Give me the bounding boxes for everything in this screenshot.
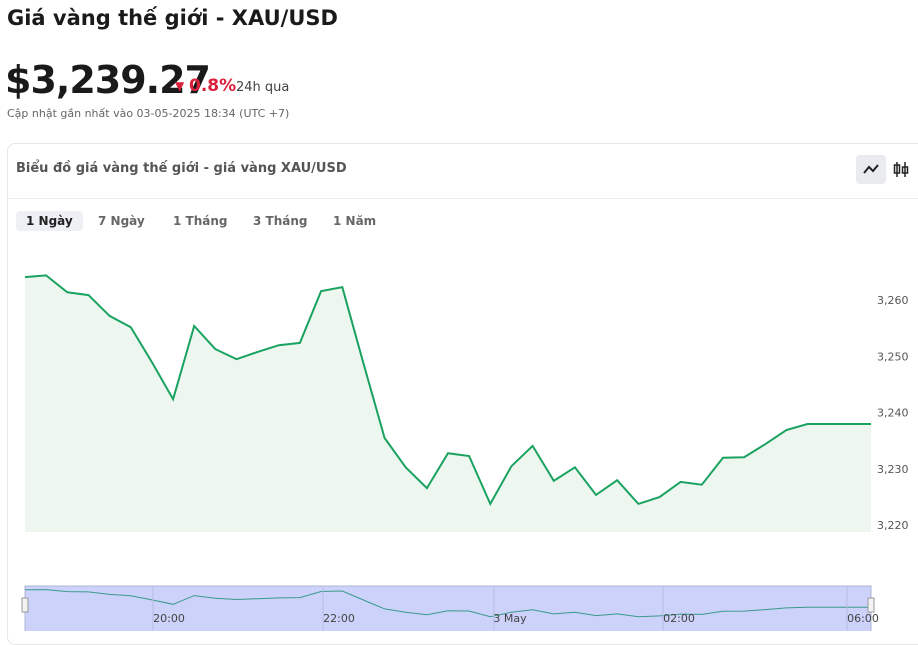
navigator-label: 02:00: [663, 612, 695, 625]
updated: Cập nhật gần nhất vào 03-05-2025 18:34 (…: [7, 107, 290, 120]
y-tick-label: 3,220: [877, 519, 909, 532]
navigator-label: 22:00: [323, 612, 355, 625]
navigator-label: 06:00: [847, 612, 879, 625]
price: $3,239.27: [5, 58, 211, 102]
navigator-line: [24, 589, 871, 618]
down-arrow: ▼: [175, 79, 185, 93]
change: 0.8%: [189, 76, 237, 96]
navigator-bg: [24, 585, 872, 631]
chart: 3,220 3,230 3,240 3,250 3,260 20:00 22:00 3 May…: [21, 274, 909, 631]
line-chart-button[interactable]: [856, 155, 886, 184]
candle-chart-button[interactable]: [888, 155, 914, 184]
navigator-handle: [21, 597, 29, 613]
navigator-label: 3 May: [493, 612, 527, 625]
price-line: [24, 274, 871, 507]
y-tick-label: 3,240: [877, 407, 909, 420]
y-tick-label: 3,230: [877, 463, 909, 476]
tab[interactable]: 3 Tháng: [253, 214, 308, 228]
tab[interactable]: 7 Ngày: [98, 214, 145, 228]
tab[interactable]: 1 Tháng: [173, 214, 228, 228]
tab[interactable]: 1 Năm: [333, 214, 377, 228]
y-tick-label: 3,260: [877, 294, 909, 307]
line-icon: [863, 164, 879, 174]
card-title: Biểu đồ giá vàng thế giới - giá vàng XAU…: [16, 161, 347, 176]
candle-icon: [893, 162, 909, 177]
divider: [7, 198, 918, 199]
navigator-handle: [867, 597, 875, 613]
area: [25, 275, 871, 532]
page: Giá vàng thế giới - XAU/USD $3,239.27 ▼ …: [5, 6, 918, 645]
navigator-label: 20:00: [153, 612, 185, 625]
page-title: Giá vàng thế giới - XAU/USD: [7, 6, 338, 30]
y-tick-label: 3,250: [877, 350, 909, 363]
tab[interactable]: 1 Ngày: [16, 211, 83, 231]
change-period: 24h qua: [236, 80, 290, 95]
